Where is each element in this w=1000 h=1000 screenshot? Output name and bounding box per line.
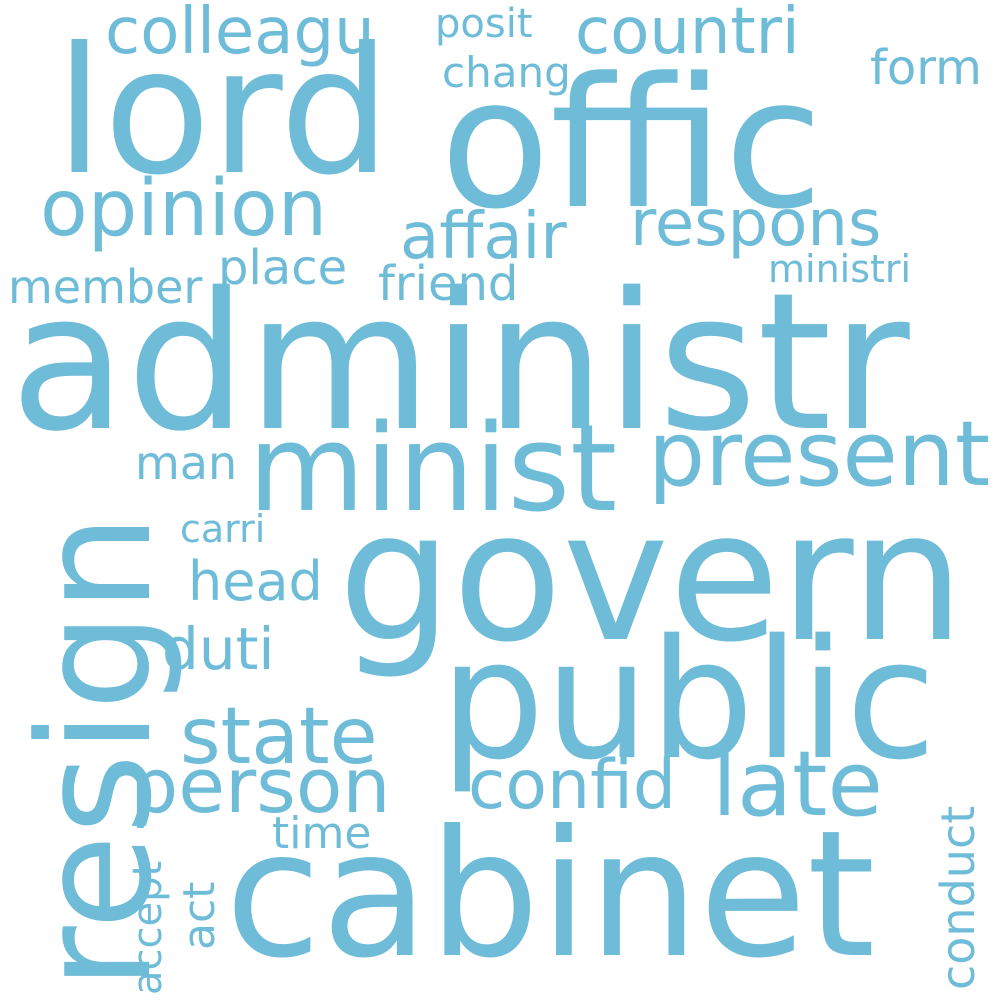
word-confid: confid: [468, 746, 677, 825]
word-accept: accept: [125, 860, 171, 995]
word-colleagu: colleagu: [105, 0, 375, 69]
word-late: late: [712, 732, 883, 837]
word-member: member: [8, 260, 203, 314]
word-man: man: [135, 436, 238, 490]
word-chang: chang: [442, 48, 571, 97]
word-ministri: ministri: [768, 247, 912, 291]
word-act: act: [174, 881, 225, 950]
word-place: place: [218, 240, 348, 296]
word-administr: administr: [10, 252, 910, 473]
word-present: present: [648, 402, 991, 507]
word-respons: respons: [630, 187, 882, 261]
word-state: state: [180, 692, 378, 782]
word-opinion: opinion: [40, 164, 328, 254]
word-affair: affair: [400, 200, 567, 274]
word-duti: duti: [162, 615, 275, 683]
word-govern: govern: [338, 473, 965, 682]
word-offic: offic: [440, 40, 824, 249]
word-form: form: [870, 40, 982, 96]
word-countri: countri: [575, 0, 800, 69]
word-head: head: [188, 550, 323, 613]
word-cabinet: cabinet: [225, 794, 876, 997]
word-posit: posit: [435, 1, 533, 47]
word-person: person: [130, 741, 391, 830]
word-friend: friend: [378, 256, 519, 312]
word-conduct: conduct: [931, 805, 985, 990]
word-carri: carri: [180, 507, 266, 551]
word-public: public: [440, 604, 937, 796]
word-time: time: [272, 808, 372, 859]
word-minist: minist: [248, 400, 618, 539]
word-lord: lord: [55, 11, 391, 214]
